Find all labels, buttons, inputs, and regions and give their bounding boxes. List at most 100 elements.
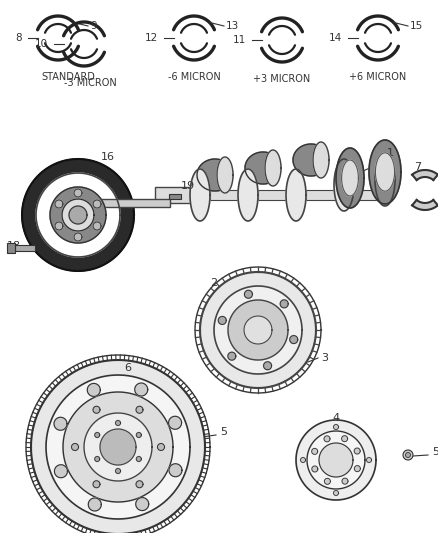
- Polygon shape: [324, 436, 330, 442]
- Polygon shape: [93, 406, 100, 413]
- Polygon shape: [244, 316, 272, 344]
- Text: -3 MICRON: -3 MICRON: [64, 78, 117, 88]
- Bar: [170, 190, 205, 200]
- Text: -6 MICRON: -6 MICRON: [168, 72, 220, 82]
- Polygon shape: [217, 157, 233, 193]
- Polygon shape: [319, 443, 353, 477]
- Polygon shape: [69, 206, 87, 224]
- Polygon shape: [214, 286, 302, 374]
- Polygon shape: [63, 392, 173, 502]
- Text: 12: 12: [145, 33, 158, 43]
- Text: 16: 16: [101, 152, 115, 162]
- Bar: [210, 190, 253, 200]
- Polygon shape: [228, 300, 288, 360]
- Text: 19: 19: [181, 181, 195, 191]
- Polygon shape: [333, 424, 339, 430]
- Polygon shape: [136, 432, 141, 438]
- Text: 9: 9: [90, 21, 97, 31]
- Bar: [15, 245, 35, 251]
- Circle shape: [403, 450, 413, 460]
- Text: 13: 13: [226, 21, 239, 31]
- Polygon shape: [190, 169, 210, 221]
- Polygon shape: [244, 290, 252, 298]
- Text: +3 MICRON: +3 MICRON: [253, 74, 311, 84]
- Polygon shape: [54, 417, 67, 430]
- Polygon shape: [87, 383, 100, 397]
- Polygon shape: [218, 317, 226, 325]
- Bar: [89, 199, 170, 207]
- Polygon shape: [93, 200, 101, 208]
- Text: 10: 10: [35, 39, 48, 49]
- Polygon shape: [354, 448, 360, 454]
- Polygon shape: [264, 362, 272, 370]
- Polygon shape: [342, 435, 348, 442]
- Polygon shape: [367, 457, 371, 463]
- Text: 5: 5: [220, 427, 227, 437]
- Polygon shape: [354, 466, 360, 472]
- Polygon shape: [55, 200, 63, 208]
- Polygon shape: [116, 469, 120, 473]
- Polygon shape: [50, 187, 106, 243]
- Text: 2: 2: [210, 278, 218, 288]
- Polygon shape: [325, 478, 330, 484]
- Bar: [169, 194, 181, 199]
- Polygon shape: [307, 431, 365, 489]
- Polygon shape: [84, 413, 152, 481]
- Text: 6: 6: [124, 363, 131, 373]
- Polygon shape: [74, 189, 82, 197]
- Polygon shape: [74, 233, 82, 241]
- Polygon shape: [312, 466, 318, 472]
- Polygon shape: [136, 456, 141, 462]
- Polygon shape: [158, 443, 165, 450]
- Bar: [306, 190, 349, 200]
- Polygon shape: [31, 360, 205, 533]
- Polygon shape: [334, 159, 354, 211]
- Polygon shape: [95, 456, 100, 462]
- Polygon shape: [197, 159, 233, 191]
- Text: 18: 18: [7, 241, 21, 251]
- Polygon shape: [100, 429, 136, 465]
- Polygon shape: [238, 169, 258, 221]
- Polygon shape: [228, 352, 236, 360]
- Polygon shape: [280, 300, 288, 308]
- Bar: [354, 190, 385, 200]
- Polygon shape: [286, 169, 306, 221]
- Polygon shape: [290, 336, 298, 344]
- Polygon shape: [296, 420, 376, 500]
- Polygon shape: [93, 481, 100, 488]
- Bar: [155, 187, 205, 203]
- Polygon shape: [135, 383, 148, 396]
- Text: 11: 11: [233, 35, 246, 45]
- Polygon shape: [169, 464, 182, 477]
- Text: 8: 8: [15, 33, 22, 43]
- Polygon shape: [333, 490, 339, 496]
- Polygon shape: [300, 457, 305, 463]
- Polygon shape: [375, 154, 395, 206]
- Polygon shape: [36, 173, 120, 257]
- Polygon shape: [200, 272, 316, 388]
- Polygon shape: [293, 144, 329, 176]
- Polygon shape: [412, 200, 438, 210]
- Polygon shape: [136, 481, 143, 488]
- Polygon shape: [62, 199, 94, 231]
- Polygon shape: [136, 498, 149, 511]
- Bar: [7, 243, 15, 253]
- Polygon shape: [116, 421, 120, 425]
- Polygon shape: [336, 148, 364, 208]
- Polygon shape: [369, 140, 401, 204]
- Polygon shape: [313, 142, 329, 178]
- Polygon shape: [88, 498, 101, 511]
- Polygon shape: [71, 443, 78, 450]
- Polygon shape: [169, 416, 182, 429]
- Text: 3: 3: [321, 353, 328, 363]
- Polygon shape: [312, 448, 318, 455]
- Polygon shape: [136, 406, 143, 413]
- Polygon shape: [46, 375, 190, 519]
- Polygon shape: [375, 153, 395, 191]
- Text: 14: 14: [329, 33, 342, 43]
- Polygon shape: [265, 150, 281, 186]
- Text: +6 MICRON: +6 MICRON: [350, 72, 406, 82]
- Text: 4: 4: [332, 413, 339, 423]
- Text: STANDARD: STANDARD: [41, 72, 95, 82]
- Polygon shape: [245, 152, 281, 184]
